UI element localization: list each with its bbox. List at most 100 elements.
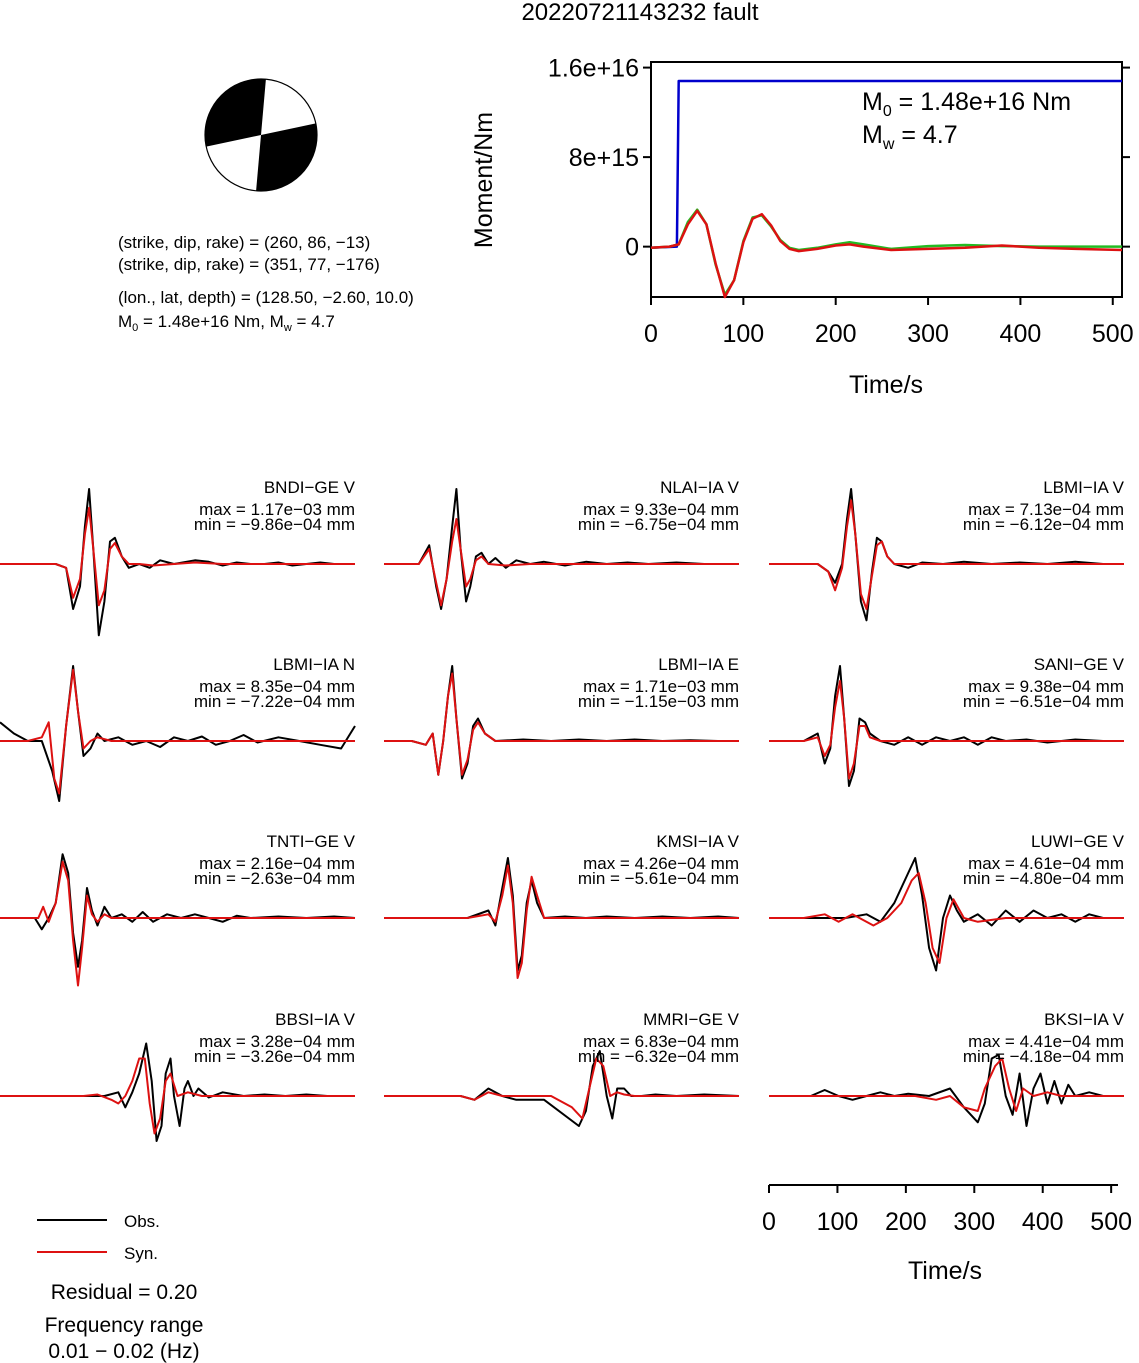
residual-text: Residual = 0.20 [51,1281,198,1304]
annot-mw-subscript: w [882,136,895,153]
moment-series-syn [650,209,1123,299]
station-max: max = 4.41e−04 mm [968,1032,1124,1051]
synthetic-trace [769,872,1124,964]
station-max: max = 2.16e−04 mm [199,854,355,873]
station-min: min = −7.22e−04 mm [194,692,355,711]
station-label: BBSI−IA V [275,1010,356,1029]
synthetic-trace [0,1057,355,1135]
waveform-x-tick-label: 0 [762,1208,776,1236]
moment-annotation-m0: M0 = 1.48e+16 Nm [862,88,1071,120]
station-max: max = 4.26e−04 mm [583,854,739,873]
legend-obs-label: Obs. [124,1212,160,1231]
station-min: min = −4.18e−04 mm [963,1047,1124,1066]
station-max: max = 8.35e−04 mm [199,677,355,696]
waveform-x-tick-label: 400 [1022,1208,1064,1236]
station-label: LBMI−IA N [273,655,355,674]
station-label: MMRI−GE V [643,1010,740,1029]
figure-title: 20220721143232 fault [521,0,758,26]
station-label: LBMI−IA V [1043,478,1124,497]
legend: Obs. Syn. Residual = 0.20 Frequency rang… [37,1212,203,1363]
moment-magnitude-line: M0 = 1.48e+16 Nm, Mw = 4.7 [118,312,335,334]
location-depth: (lon., lat, depth) = (128.50, −2.60, 10.… [118,288,414,307]
station-min: min = −6.51e−04 mm [963,692,1124,711]
mw-subscript: w [283,322,292,334]
moment-plot-frame [650,61,1123,298]
moment-x-axis-label: Time/s [849,371,923,399]
synthetic-trace [0,668,355,795]
station-max: max = 1.17e−03 mm [199,500,355,519]
moment-x-tick-label: 100 [722,320,764,348]
annot-mw-value: = 4.7 [894,121,957,149]
moment-x-tick-label: 200 [815,320,857,348]
annot-m0-subscript: 0 [883,103,892,120]
moment-y-tick-label: 0 [625,234,639,262]
waveform-time-axis: Time/s 0 100 200 300 400 500 [762,1184,1132,1285]
synthetic-trace [769,499,1124,610]
waveform-x-tick-label: 200 [885,1208,927,1236]
synthetic-trace [769,1057,1124,1112]
annot-mw-symbol: M [862,121,883,149]
station-label: BNDI−GE V [264,478,356,497]
moment-x-tick-label: 300 [907,320,949,348]
annot-m0-value: = 1.48e+16 Nm [892,88,1071,116]
station-max: max = 9.38e−04 mm [968,677,1124,696]
station-max: max = 4.61e−04 mm [968,854,1124,873]
moment-annotation-mw: Mw = 4.7 [862,121,958,153]
synthetic-trace [384,518,739,607]
station-min: min = −1.15e−03 mm [578,692,739,711]
legend-syn-label: Syn. [124,1244,158,1263]
synthetic-trace [0,860,355,987]
station-min: min = −5.61e−04 mm [578,869,739,888]
moment-y-axis-label: Moment/Nm [470,112,498,248]
waveform-x-axis-label: Time/s [908,1257,982,1285]
m0-symbol: M [118,312,132,331]
synthetic-trace [384,672,739,776]
moment-x-tick-label: 500 [1092,320,1134,348]
station-label: TNTI−GE V [267,832,356,851]
mw-value: = 4.7 [292,312,335,331]
station-min: min = −6.32e−04 mm [578,1047,739,1066]
synthetic-trace [0,506,355,607]
station-max: max = 3.28e−04 mm [199,1032,355,1051]
observed-trace [769,1053,1124,1127]
station-min: min = −6.75e−04 mm [578,515,739,534]
frequency-range-title: Frequency range [45,1314,204,1337]
station-max: max = 6.83e−04 mm [583,1032,739,1051]
m0-value: = 1.48e+16 Nm, M [138,312,284,331]
synthetic-trace [769,680,1124,780]
station-min: min = −3.26e−04 mm [194,1047,355,1066]
station-min: min = −4.80e−04 mm [963,869,1124,888]
moment-y-tick-label: 1.6e+16 [548,55,639,83]
station-label: KMSI−IA V [656,832,739,851]
focal-mechanism-beachball [204,78,318,192]
station-label: LBMI−IA E [658,655,739,674]
m0-subscript: 0 [132,322,138,334]
nodal-plane-1: (strike, dip, rake) = (260, 86, −13) [118,233,370,252]
station-label: SANI−GE V [1034,655,1125,674]
waveform-x-tick-label: 100 [817,1208,859,1236]
synthetic-trace [384,1057,739,1120]
beachball-compressional-quadrant-se [256,123,318,192]
station-max: max = 7.13e−04 mm [968,500,1124,519]
moment-x-tick-label: 0 [644,320,658,348]
observed-trace [769,857,1124,972]
nodal-plane-2: (strike, dip, rake) = (351, 77, −176) [118,255,380,274]
station-min: min = −2.63e−04 mm [194,869,355,888]
station-label: BKSI−IA V [1044,1010,1125,1029]
station-max: max = 1.71e−03 mm [583,677,739,696]
waveform-x-tick-label: 300 [953,1208,995,1236]
